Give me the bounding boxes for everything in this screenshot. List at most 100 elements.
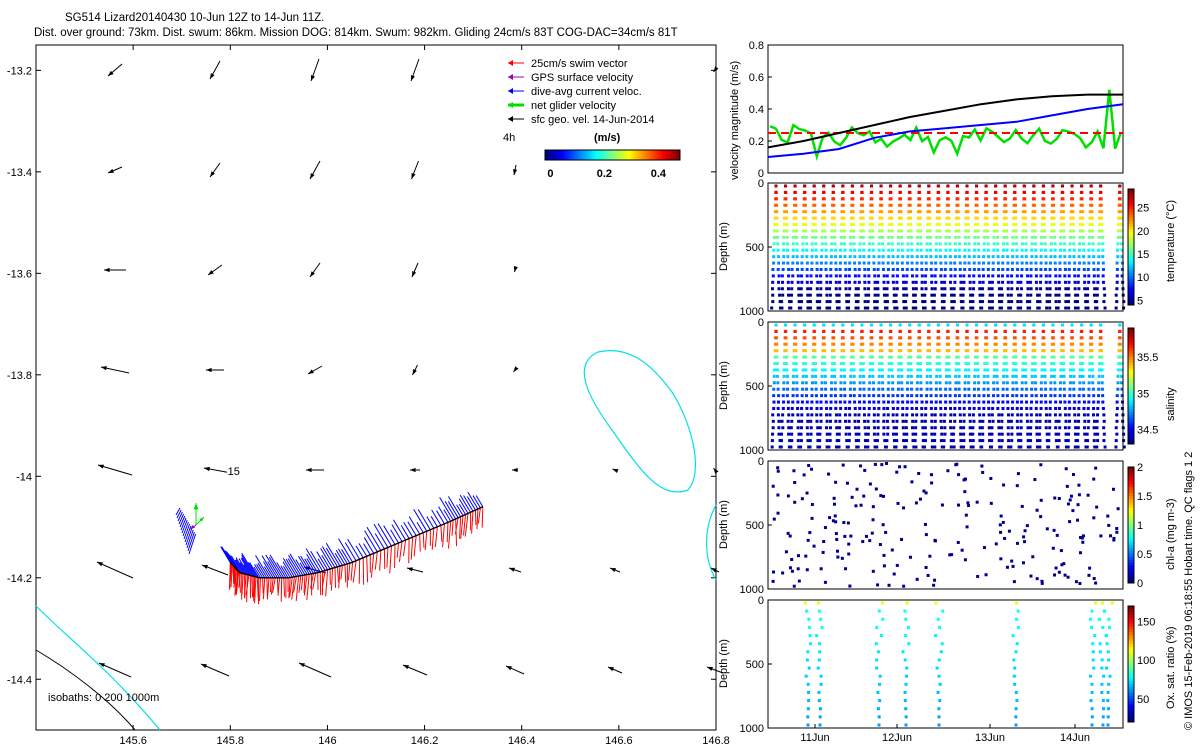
temperature-point — [877, 242, 881, 246]
salinity-point — [971, 439, 975, 443]
temperature-colorbar-cell — [1128, 218, 1134, 222]
temperature-point — [862, 248, 866, 252]
oxygen-point — [815, 634, 819, 638]
temperature-point — [881, 261, 885, 265]
salinity-point — [1035, 445, 1039, 449]
salinity-point — [936, 323, 940, 327]
oxygen-point — [901, 650, 905, 654]
salinity-point — [847, 439, 851, 443]
temperature-point — [992, 235, 996, 239]
temperature-point — [1082, 248, 1086, 252]
chla-point — [1016, 472, 1020, 476]
salinity-point — [813, 349, 817, 353]
temperature-point — [1014, 210, 1018, 214]
temperature-point — [1103, 306, 1107, 310]
temperature-point — [1041, 210, 1045, 214]
temperature-point — [954, 223, 958, 227]
oxygen-point — [1091, 650, 1095, 654]
temperature-point — [947, 203, 951, 207]
map-ytick-label: -13.2 — [7, 65, 32, 77]
salinity-point — [1020, 381, 1024, 385]
temperature-point — [890, 210, 894, 214]
salinity-colorbar-cell — [1128, 359, 1134, 364]
temperature-point — [801, 229, 805, 233]
salinity-point — [859, 349, 863, 353]
temperature-ctick-label: 15 — [1137, 249, 1149, 261]
salinity-point — [1030, 387, 1034, 391]
chla-point — [917, 471, 921, 475]
salinity-point — [800, 394, 804, 398]
chla-point — [776, 493, 780, 497]
temperature-point — [797, 293, 801, 297]
salinity-point — [837, 445, 841, 449]
temperature-point — [840, 210, 844, 214]
swim-vector — [235, 571, 240, 595]
swim-vector — [272, 577, 276, 594]
salinity-point — [948, 387, 952, 391]
temperature-point — [1036, 293, 1040, 297]
chla-point — [771, 484, 775, 488]
temperature-ytick-label: 0 — [758, 178, 764, 190]
salinity-point — [945, 349, 949, 353]
salinity-point — [1058, 426, 1062, 430]
salinity-point — [959, 445, 963, 449]
salinity-point — [930, 413, 934, 417]
salinity-point — [989, 445, 993, 449]
salinity-point — [958, 406, 962, 410]
salinity-point — [791, 394, 795, 398]
temperature-point — [900, 235, 904, 239]
temperature-point — [771, 267, 775, 271]
temperature-point — [1014, 223, 1018, 227]
chla-point — [834, 520, 838, 524]
chla-point — [908, 555, 912, 559]
chla-point — [1040, 579, 1044, 583]
temperature-point — [828, 300, 832, 304]
temperature-point — [990, 306, 994, 310]
temperature-point — [897, 216, 901, 220]
salinity-point — [816, 426, 820, 430]
salinity-point — [963, 368, 967, 372]
temperature-point — [1024, 235, 1028, 239]
oxygen-point — [1093, 634, 1097, 638]
salinity-point — [982, 413, 986, 417]
salinity-point — [784, 329, 788, 333]
salinity-point — [782, 368, 786, 372]
temperature-point — [975, 210, 979, 214]
salinity-point — [934, 406, 938, 410]
temperature-point — [972, 274, 976, 278]
dac-vector — [413, 509, 428, 532]
oxygen-point — [1106, 690, 1110, 694]
colorbar-cell — [632, 150, 636, 160]
salinity-point — [1091, 381, 1095, 385]
salinity-point — [773, 355, 777, 359]
chla-point — [1052, 528, 1056, 532]
salinity-point — [862, 381, 866, 385]
temperature-point — [858, 248, 862, 252]
salinity-point — [849, 362, 853, 366]
salinity-point — [1082, 381, 1086, 385]
salinity-colorbar-cell — [1128, 438, 1134, 442]
salinity-point — [825, 432, 829, 436]
swim-vector — [347, 563, 351, 581]
temperature-point — [959, 287, 963, 291]
temperature-point — [805, 248, 809, 252]
temperature-point — [813, 223, 817, 227]
temperature-point — [876, 293, 880, 297]
chla-point — [822, 539, 826, 543]
salinity-point — [1084, 439, 1088, 443]
salinity-point — [978, 426, 982, 430]
temperature-point — [781, 267, 785, 271]
temperature-point — [848, 255, 852, 259]
temperature-point — [785, 229, 789, 233]
salinity-point — [870, 349, 874, 353]
salinity-point — [876, 413, 880, 417]
chla-colorbar-cell — [1128, 516, 1134, 520]
salinity-point — [994, 323, 998, 327]
salinity-point — [948, 374, 952, 378]
temperature-point — [806, 306, 810, 310]
temperature-point — [794, 216, 798, 220]
temperature-point — [991, 274, 995, 278]
oxygen-point — [1015, 617, 1019, 621]
temperature-point — [887, 248, 891, 252]
salinity-point — [966, 362, 970, 366]
